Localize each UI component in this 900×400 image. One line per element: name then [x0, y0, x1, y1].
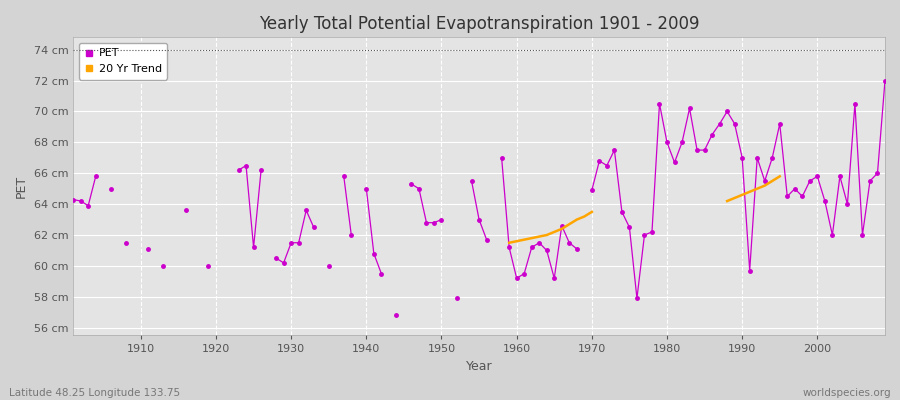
Text: worldspecies.org: worldspecies.org	[803, 388, 891, 398]
Title: Yearly Total Potential Evapotranspiration 1901 - 2009: Yearly Total Potential Evapotranspiratio…	[259, 15, 699, 33]
X-axis label: Year: Year	[466, 360, 492, 373]
Y-axis label: PET: PET	[15, 175, 28, 198]
Text: Latitude 48.25 Longitude 133.75: Latitude 48.25 Longitude 133.75	[9, 388, 180, 398]
Legend: PET, 20 Yr Trend: PET, 20 Yr Trend	[78, 43, 167, 80]
